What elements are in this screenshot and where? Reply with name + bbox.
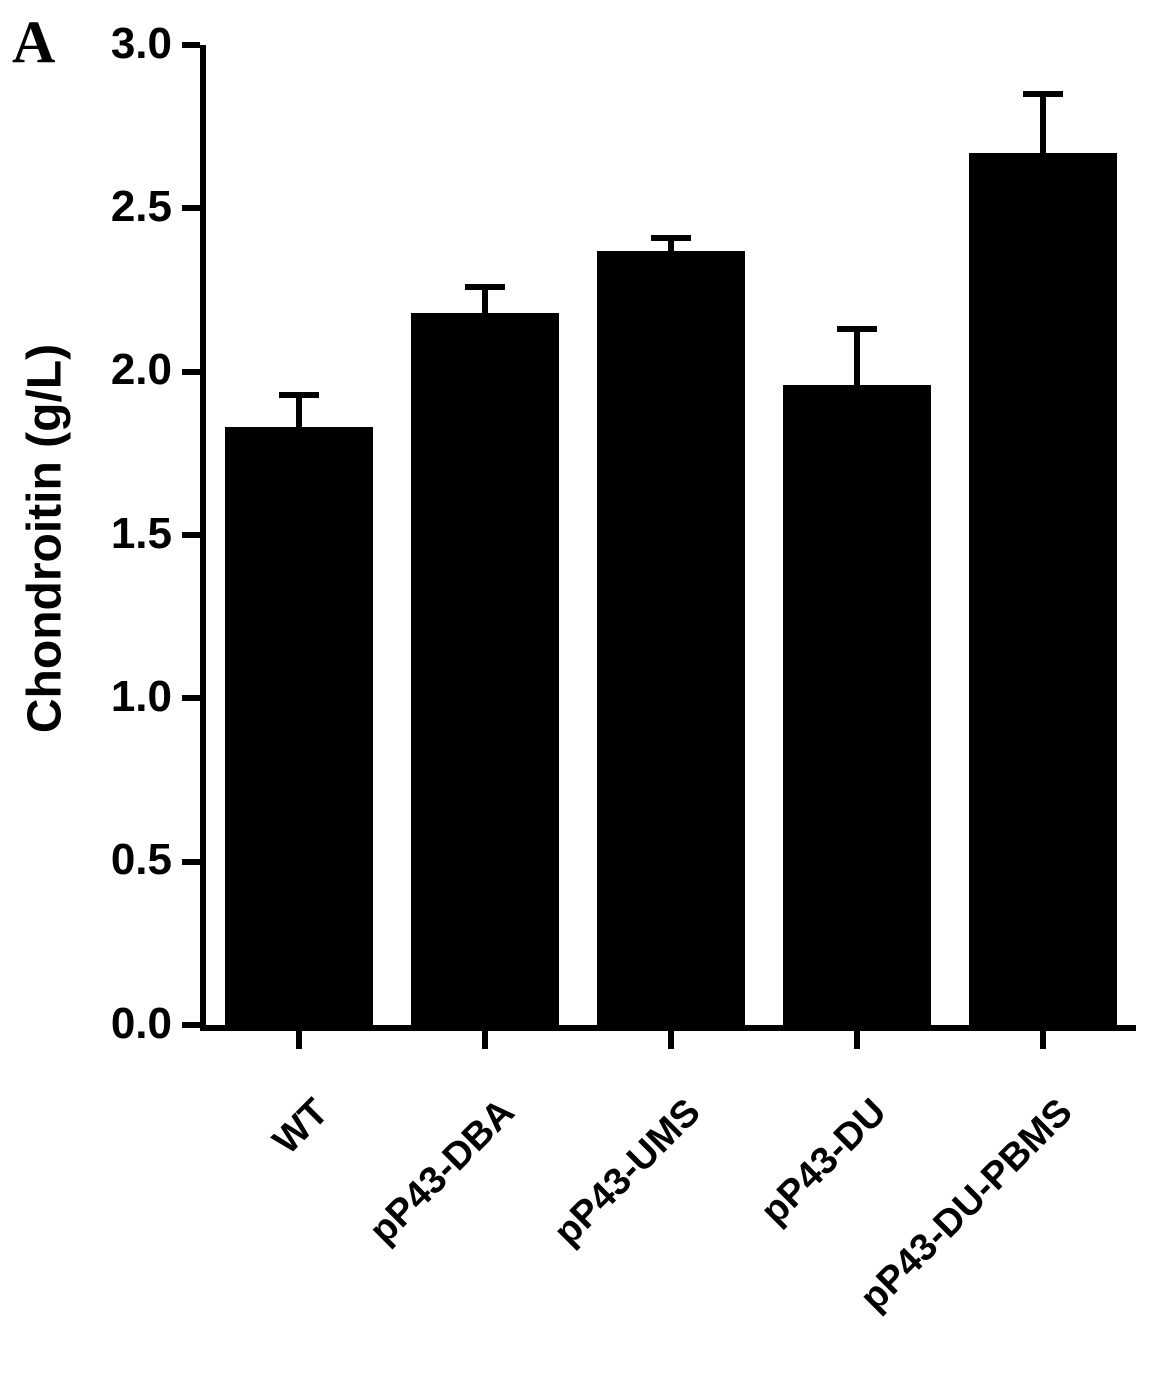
error-bar bbox=[296, 395, 302, 428]
y-tick bbox=[182, 695, 200, 701]
x-tick bbox=[668, 1031, 674, 1049]
error-cap bbox=[651, 235, 691, 241]
bar bbox=[225, 427, 374, 1025]
bar bbox=[783, 385, 932, 1025]
x-tick bbox=[854, 1031, 860, 1049]
y-tick bbox=[182, 859, 200, 865]
error-bar bbox=[854, 329, 860, 385]
y-tick bbox=[182, 369, 200, 375]
error-cap bbox=[1023, 91, 1063, 97]
y-tick-label: 2.5 bbox=[62, 182, 172, 232]
bar bbox=[597, 251, 746, 1025]
y-tick bbox=[182, 205, 200, 211]
y-tick bbox=[182, 1022, 200, 1028]
y-tick-label: 1.0 bbox=[62, 672, 172, 722]
y-tick-label: 2.0 bbox=[62, 345, 172, 395]
y-tick-label: 0.0 bbox=[62, 999, 172, 1049]
x-tick bbox=[1040, 1031, 1046, 1049]
y-tick bbox=[182, 42, 200, 48]
y-tick-label: 0.5 bbox=[62, 835, 172, 885]
figure: A Chondroitin (g/L) 0.00.51.01.52.02.53.… bbox=[0, 0, 1168, 1304]
bar bbox=[969, 153, 1118, 1025]
error-bar bbox=[1040, 94, 1046, 153]
error-cap bbox=[465, 284, 505, 290]
bar bbox=[411, 313, 560, 1025]
error-cap bbox=[279, 392, 319, 398]
error-cap bbox=[837, 326, 877, 332]
y-tick bbox=[182, 532, 200, 538]
x-tick bbox=[482, 1031, 488, 1049]
y-tick-label: 1.5 bbox=[62, 509, 172, 559]
y-tick-label: 3.0 bbox=[62, 19, 172, 69]
x-tick bbox=[296, 1031, 302, 1049]
error-bar bbox=[482, 287, 488, 313]
